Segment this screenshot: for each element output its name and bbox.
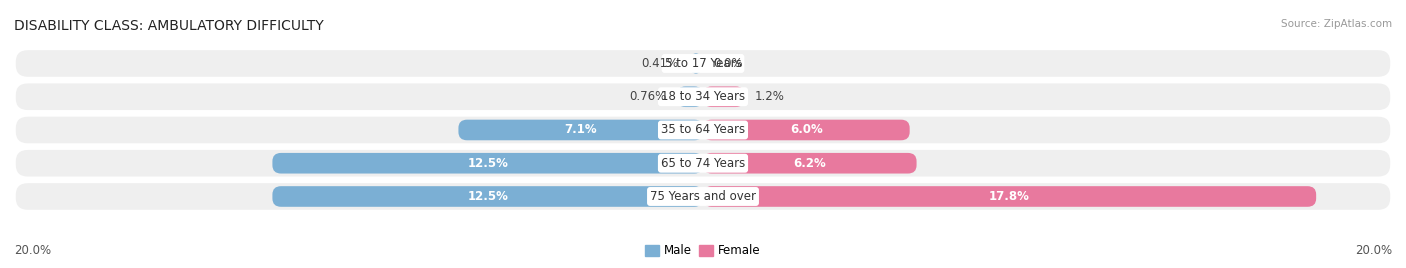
Text: 0.0%: 0.0% — [713, 57, 742, 70]
Text: 5 to 17 Years: 5 to 17 Years — [665, 57, 741, 70]
Text: 35 to 64 Years: 35 to 64 Years — [661, 124, 745, 136]
FancyBboxPatch shape — [703, 86, 744, 107]
Text: 75 Years and over: 75 Years and over — [650, 190, 756, 203]
FancyBboxPatch shape — [15, 117, 1391, 143]
Text: 12.5%: 12.5% — [467, 157, 508, 170]
FancyBboxPatch shape — [15, 183, 1391, 210]
Text: 17.8%: 17.8% — [990, 190, 1031, 203]
FancyBboxPatch shape — [15, 83, 1391, 110]
Text: DISABILITY CLASS: AMBULATORY DIFFICULTY: DISABILITY CLASS: AMBULATORY DIFFICULTY — [14, 19, 323, 33]
Text: 0.41%: 0.41% — [641, 57, 679, 70]
FancyBboxPatch shape — [458, 120, 703, 140]
Text: 6.2%: 6.2% — [793, 157, 827, 170]
Text: 1.2%: 1.2% — [755, 90, 785, 103]
FancyBboxPatch shape — [703, 186, 1316, 207]
FancyBboxPatch shape — [15, 50, 1391, 77]
FancyBboxPatch shape — [15, 150, 1391, 177]
Text: 18 to 34 Years: 18 to 34 Years — [661, 90, 745, 103]
Text: 0.76%: 0.76% — [630, 90, 666, 103]
FancyBboxPatch shape — [676, 86, 703, 107]
FancyBboxPatch shape — [689, 53, 703, 74]
FancyBboxPatch shape — [273, 186, 703, 207]
FancyBboxPatch shape — [703, 120, 910, 140]
Text: 12.5%: 12.5% — [467, 190, 508, 203]
Text: 7.1%: 7.1% — [564, 124, 598, 136]
Text: 6.0%: 6.0% — [790, 124, 823, 136]
Text: Source: ZipAtlas.com: Source: ZipAtlas.com — [1281, 19, 1392, 29]
FancyBboxPatch shape — [273, 153, 703, 174]
Text: 20.0%: 20.0% — [1355, 244, 1392, 257]
Text: 20.0%: 20.0% — [14, 244, 51, 257]
FancyBboxPatch shape — [703, 153, 917, 174]
Text: 65 to 74 Years: 65 to 74 Years — [661, 157, 745, 170]
Legend: Male, Female: Male, Female — [641, 240, 765, 262]
